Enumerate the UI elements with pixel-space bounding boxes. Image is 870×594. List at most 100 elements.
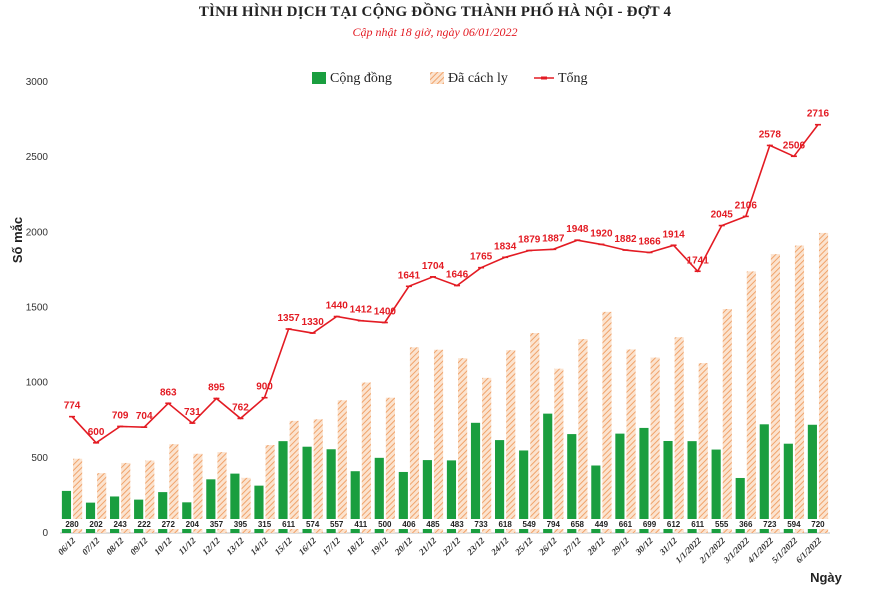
- community-bar: [519, 450, 529, 533]
- x-tick-label: 09/12: [128, 535, 150, 557]
- total-value-label: 1330: [302, 317, 325, 328]
- quarantined-bar: [626, 349, 636, 533]
- community-value-label: 557: [330, 520, 344, 529]
- community-label-bg: [348, 519, 373, 529]
- community-label-bg: [757, 519, 782, 529]
- total-value-label: 600: [88, 427, 105, 438]
- quarantined-bar: [313, 419, 323, 533]
- quarantined-bar: [554, 368, 564, 533]
- x-tick-label: 12/12: [200, 535, 222, 557]
- community-value-label: 574: [306, 520, 320, 529]
- community-value-label: 280: [65, 520, 79, 529]
- x-tick-label: 27/12: [560, 535, 583, 558]
- total-value-label: 1641: [398, 270, 421, 281]
- community-value-label: 272: [162, 520, 176, 529]
- total-value-label: 762: [232, 402, 249, 413]
- x-tick-label: 18/12: [345, 535, 367, 557]
- total-value-label: 1866: [638, 236, 661, 247]
- total-value-label: 2578: [759, 129, 782, 140]
- total-value-label: 774: [64, 401, 81, 412]
- legend-community-label: Cộng đồng: [330, 71, 392, 86]
- quarantined-bar: [169, 444, 179, 533]
- x-tick-label: 29/12: [609, 535, 632, 558]
- community-label-bg: [541, 519, 566, 529]
- community-value-label: 658: [571, 520, 585, 529]
- quarantined-bar: [530, 333, 540, 533]
- total-value-label: 1879: [518, 235, 541, 246]
- community-value-label: 733: [474, 520, 488, 529]
- community-label-bg: [84, 519, 109, 529]
- quarantined-bar: [145, 460, 155, 533]
- x-tick-label: 2/1/2022: [697, 535, 728, 566]
- community-value-label: 395: [234, 520, 248, 529]
- total-value-label: 1412: [350, 305, 373, 316]
- community-label-bg: [565, 519, 590, 529]
- community-label-bg: [685, 519, 710, 529]
- total-value-label: 1765: [470, 252, 493, 263]
- community-bar: [759, 424, 769, 533]
- total-value-label: 704: [136, 411, 153, 422]
- quarantined-bar: [241, 477, 251, 533]
- community-label-bg: [420, 519, 445, 529]
- community-value-label: 723: [763, 520, 777, 529]
- community-label-bg: [445, 519, 470, 529]
- community-value-label: 485: [426, 520, 440, 529]
- community-bar: [61, 490, 72, 533]
- quarantined-bar: [506, 350, 516, 533]
- chart-legend: Cộng đồng Đã cách ly Tổng: [312, 71, 588, 86]
- x-tick-label: 30/12: [633, 535, 656, 558]
- community-label-bg: [132, 519, 157, 529]
- community-bar: [615, 433, 625, 533]
- x-tick-label: 23/12: [464, 535, 487, 558]
- community-label-bg: [228, 519, 253, 529]
- community-label-bg: [613, 519, 638, 529]
- x-tick-label: 13/12: [224, 535, 246, 557]
- total-value-label: 1834: [494, 241, 517, 252]
- community-bar: [302, 446, 312, 533]
- community-bar: [470, 422, 481, 533]
- x-tick-label: 10/12: [152, 535, 174, 557]
- total-value-label: 2106: [735, 200, 758, 211]
- legend-quarantined-swatch: [430, 72, 444, 84]
- y-tick-label: 500: [31, 453, 48, 464]
- x-tick-label: 14/12: [248, 535, 270, 557]
- total-value-label: 1882: [614, 234, 637, 245]
- community-label-bg: [300, 519, 325, 529]
- community-label-bg: [204, 519, 229, 529]
- community-label-bg: [372, 519, 397, 529]
- x-tick-label: 07/12: [80, 535, 102, 557]
- community-bar: [783, 443, 793, 533]
- quarantined-bar: [361, 382, 371, 533]
- total-value-label: 1440: [326, 301, 349, 312]
- community-value-label: 204: [186, 520, 200, 529]
- community-label-bg: [469, 519, 494, 529]
- community-value-label: 357: [210, 520, 224, 529]
- total-value-label: 1948: [566, 224, 589, 235]
- quarantined-bar: [602, 311, 612, 533]
- community-label-bg: [517, 519, 542, 529]
- community-bar: [110, 496, 120, 533]
- quarantined-bar: [409, 347, 420, 533]
- community-value-label: 549: [523, 520, 537, 529]
- quarantined-bar: [722, 309, 732, 533]
- community-label-bg: [60, 519, 85, 529]
- x-tick-label: 24/12: [488, 535, 511, 558]
- total-value-label: 863: [160, 387, 177, 398]
- community-value-label: 611: [282, 520, 295, 529]
- chart-title: TÌNH HÌNH DỊCH TẠI CỘNG ĐỒNG THÀNH PHỐ H…: [198, 4, 672, 20]
- community-bars: 280 202 243 222 272 204 357 395 315 611 574 557 411 5…: [60, 413, 830, 533]
- community-bar: [85, 502, 96, 533]
- quarantined-bar: [650, 357, 660, 533]
- quarantined-bar: [433, 349, 444, 533]
- y-tick-label: 2000: [26, 227, 49, 238]
- quarantined-bar: [193, 453, 203, 533]
- community-bar: [254, 485, 264, 533]
- x-tick-label: 08/12: [104, 535, 126, 557]
- community-value-label: 222: [138, 520, 152, 529]
- total-value-label: 1357: [277, 313, 300, 324]
- quarantined-bar: [794, 245, 805, 533]
- x-tick-label: 16/12: [297, 535, 319, 557]
- legend-quarantined-label: Đã cách ly: [448, 71, 508, 86]
- community-bar: [687, 441, 697, 533]
- community-bar: [543, 413, 553, 533]
